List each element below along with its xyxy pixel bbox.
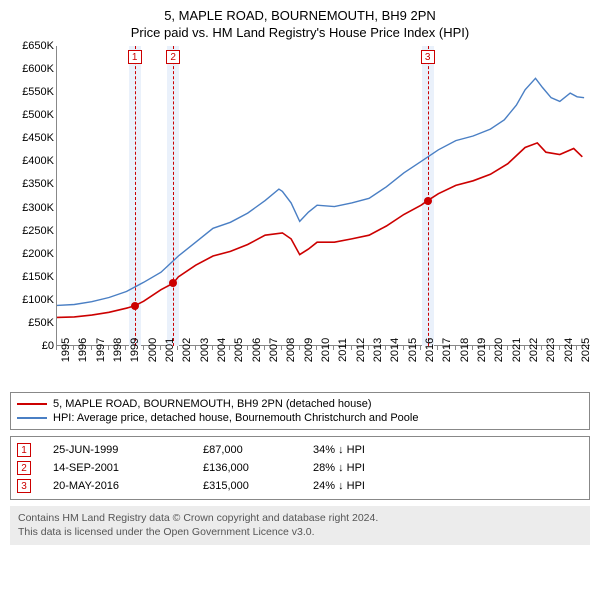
event-dot	[169, 279, 177, 287]
event-diff-vs-hpi: 24% ↓ HPI	[313, 480, 583, 492]
y-tick-label: £200K	[22, 248, 54, 260]
event-diff-vs-hpi: 28% ↓ HPI	[313, 462, 583, 474]
event-table-row: 2 14-SEP-2001£136,00028% ↓ HPI	[17, 459, 583, 477]
event-index-marker: 1	[128, 50, 142, 64]
y-tick-label: £550K	[22, 86, 54, 98]
event-table-row: 3 20-MAY-2016£315,00024% ↓ HPI	[17, 477, 583, 495]
legend-box: 5, MAPLE ROAD, BOURNEMOUTH, BH9 2PN (det…	[10, 392, 590, 430]
x-tick-label: 2015	[407, 338, 419, 362]
event-table-row: 1 25-JUN-1999£87,00034% ↓ HPI	[17, 441, 583, 459]
x-tick-label: 2018	[459, 338, 471, 362]
x-axis: 1995199619971998199920002001200220032004…	[56, 346, 590, 386]
x-tick-label: 2006	[251, 338, 263, 362]
chart-container: 5, MAPLE ROAD, BOURNEMOUTH, BH9 2PN Pric…	[0, 0, 600, 555]
x-tick-label: 1996	[77, 338, 89, 362]
series-line-hpi	[57, 78, 584, 305]
event-dot	[131, 302, 139, 310]
x-tick-label: 1998	[112, 338, 124, 362]
x-tick-label: 2009	[303, 338, 315, 362]
y-tick-label: £500K	[22, 109, 54, 121]
x-tick-label: 2001	[164, 338, 176, 362]
legend-row-hpi: HPI: Average price, detached house, Bour…	[17, 411, 583, 425]
y-tick-label: £100K	[22, 294, 54, 306]
title-address: 5, MAPLE ROAD, BOURNEMOUTH, BH9 2PN	[10, 8, 590, 23]
y-tick-label: £600K	[22, 63, 54, 75]
x-tick-label: 2025	[580, 338, 592, 362]
x-tick-label: 2011	[337, 338, 349, 362]
y-tick-label: £400K	[22, 155, 54, 167]
legend-label-hpi: HPI: Average price, detached house, Bour…	[53, 412, 418, 424]
chart-lines-svg	[57, 46, 591, 346]
event-date: 20-MAY-2016	[53, 480, 203, 492]
legend-swatch-hpi	[17, 417, 47, 419]
event-index-box: 3	[17, 479, 31, 493]
footer-line1: Contains HM Land Registry data © Crown c…	[18, 512, 582, 526]
event-price: £136,000	[203, 462, 313, 474]
x-tick-label: 2000	[147, 338, 159, 362]
event-price: £87,000	[203, 444, 313, 456]
footer-attribution: Contains HM Land Registry data © Crown c…	[10, 506, 590, 545]
title-block: 5, MAPLE ROAD, BOURNEMOUTH, BH9 2PN Pric…	[10, 8, 590, 40]
event-table: 1 25-JUN-1999£87,00034% ↓ HPI 2 14-SEP-2001…	[10, 436, 590, 500]
x-tick-label: 2017	[441, 338, 453, 362]
x-tick-label: 1999	[129, 338, 141, 362]
event-index-marker: 2	[166, 50, 180, 64]
y-axis: £0£50K£100K£150K£200K£250K£300K£350K£400…	[10, 46, 56, 346]
event-index-box: 1	[17, 443, 31, 457]
x-tick-label: 2005	[233, 338, 245, 362]
event-date: 25-JUN-1999	[53, 444, 203, 456]
y-tick-label: £300K	[22, 202, 54, 214]
title-subtitle: Price paid vs. HM Land Registry's House …	[10, 25, 590, 40]
x-tick-label: 2019	[476, 338, 488, 362]
x-tick-label: 2024	[563, 338, 575, 362]
x-tick-label: 2014	[389, 338, 401, 362]
y-tick-label: £150K	[22, 271, 54, 283]
y-tick-label: £350K	[22, 178, 54, 190]
x-tick-label: 2016	[424, 338, 436, 362]
x-tick-label: 2007	[268, 338, 280, 362]
y-tick-label: £0	[42, 340, 54, 352]
event-date: 14-SEP-2001	[53, 462, 203, 474]
y-tick-label: £250K	[22, 225, 54, 237]
legend-label-price-paid: 5, MAPLE ROAD, BOURNEMOUTH, BH9 2PN (det…	[53, 398, 372, 410]
event-index-marker: 3	[421, 50, 435, 64]
event-price: £315,000	[203, 480, 313, 492]
x-tick-label: 2020	[493, 338, 505, 362]
x-tick-label: 2010	[320, 338, 332, 362]
x-tick-label: 2021	[511, 338, 523, 362]
footer-line2: This data is licensed under the Open Gov…	[18, 526, 582, 540]
legend-swatch-price-paid	[17, 403, 47, 405]
x-tick-label: 1997	[95, 338, 107, 362]
series-line-price_paid	[57, 143, 582, 318]
x-tick-label: 1995	[60, 338, 72, 362]
x-tick-label: 2023	[545, 338, 557, 362]
chart-area: £0 £50K £100K £150K £200K £250K £300K £350K £400…	[10, 46, 590, 386]
y-tick-label: £450K	[22, 132, 54, 144]
x-tick-label: 2003	[199, 338, 211, 362]
event-diff-vs-hpi: 34% ↓ HPI	[313, 444, 583, 456]
plot-area: 1 2 3	[56, 46, 590, 346]
x-tick-label: 2012	[355, 338, 367, 362]
x-tick-label: 2002	[181, 338, 193, 362]
x-tick-label: 2013	[372, 338, 384, 362]
y-tick-label: £50K	[28, 317, 54, 329]
legend-row-price-paid: 5, MAPLE ROAD, BOURNEMOUTH, BH9 2PN (det…	[17, 397, 583, 411]
x-tick-label: 2022	[528, 338, 540, 362]
x-tick-label: 2008	[285, 338, 297, 362]
y-tick-label: £650K	[22, 40, 54, 52]
x-tick-label: 2004	[216, 338, 228, 362]
event-index-box: 2	[17, 461, 31, 475]
event-dot	[424, 197, 432, 205]
